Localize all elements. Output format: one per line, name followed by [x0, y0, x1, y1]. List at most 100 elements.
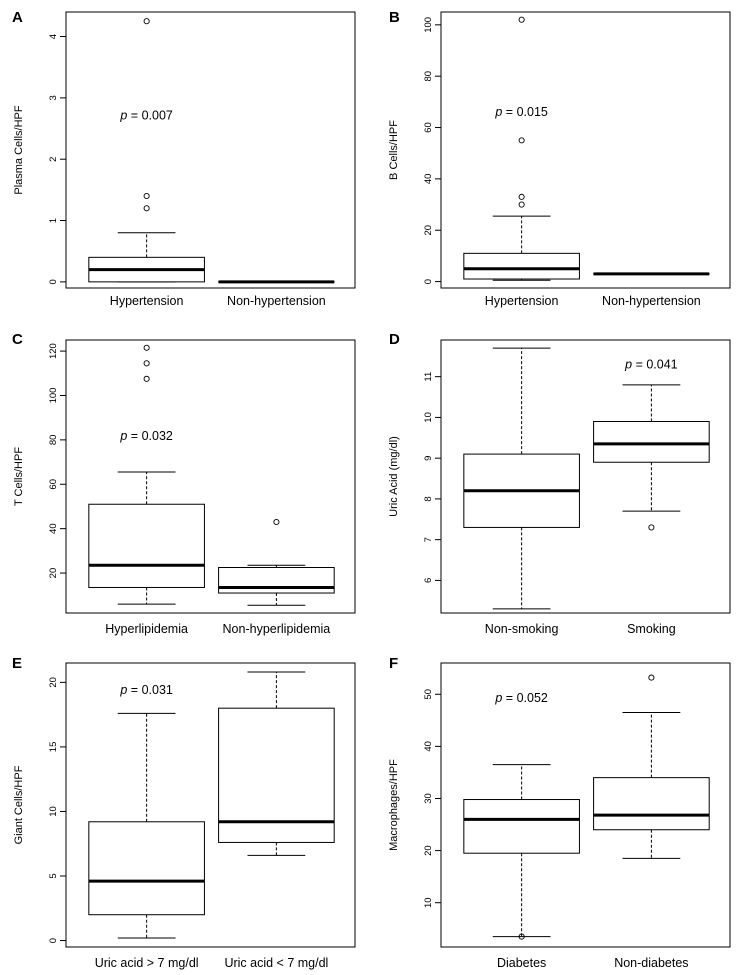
y-tick-label: 1 [48, 218, 59, 223]
y-tick-label: 0 [48, 938, 59, 943]
y-tick-label: 100 [423, 17, 434, 33]
p-value-annotation: p = 0.052 [494, 691, 548, 705]
box-1 [463, 764, 580, 940]
y-tick-label: 10 [48, 806, 59, 817]
outlier-point [518, 137, 525, 144]
y-tick-label: 20 [423, 225, 434, 236]
box-iqr [463, 799, 580, 854]
box-2 [218, 671, 335, 856]
outlier-point [143, 375, 150, 382]
y-tick-label: 9 [423, 456, 434, 461]
panel-letter: F [389, 655, 398, 672]
y-axis-title: Uric Acid (mg/dl) [388, 436, 400, 517]
y-tick-label: 100 [48, 388, 59, 404]
y-tick-label: 0 [48, 279, 59, 284]
box-1 [463, 347, 580, 610]
box-iqr [218, 707, 335, 843]
y-axis-title: Plasma Cells/HPF [13, 105, 25, 195]
box-iqr [593, 420, 710, 463]
y-tick-label: 20 [423, 845, 434, 856]
panel-d: D 6 7 8 9 10 11 Uric Acid (mg/dl) Non-smoking Smo… [388, 331, 731, 636]
plot-frame [65, 662, 356, 948]
panel-letter: D [389, 331, 400, 348]
x-category-label: Non-diabetes [614, 956, 688, 970]
p-value-annotation: p = 0.041 [624, 358, 678, 372]
plot-frame [440, 339, 731, 614]
y-tick-label: 60 [423, 122, 434, 133]
x-category-label: Diabetes [497, 956, 546, 970]
y-tick-label: 20 [48, 568, 59, 579]
box-iqr [88, 821, 205, 916]
x-category-label: Smoking [627, 622, 676, 636]
y-axis-title: Giant Cells/HPF [13, 765, 25, 844]
x-category-label: Non-hyperlipidemia [223, 622, 331, 636]
x-category-label: Uric acid > 7 mg/dl [95, 956, 199, 970]
y-tick-label: 120 [48, 343, 59, 359]
outlier-point [143, 18, 150, 25]
panel-c: C 20 40 60 80 100 120 T Cells/HPF Hyperlipidemia… [12, 331, 356, 636]
outlier-point [143, 205, 150, 212]
x-category-label: Hypertension [110, 294, 184, 308]
p-value-annotation: p = 0.032 [119, 429, 173, 443]
box-iqr [463, 252, 580, 280]
outlier-point [518, 16, 525, 23]
box-2 [218, 518, 335, 606]
x-category-label: Non-hypertension [227, 294, 326, 308]
y-tick-label: 10 [423, 897, 434, 908]
box-iqr [218, 567, 335, 594]
panel-b: B 0 20 40 60 80 100 B Cells/HPF Hypertension Non-… [388, 9, 731, 308]
y-axis-title: B Cells/HPF [388, 120, 400, 180]
y-tick-label: 3 [48, 95, 59, 100]
plot-frame [440, 662, 731, 948]
panel-a: A 0 1 2 3 4 Plasma Cells/HPF Hypertension Non-hy… [12, 9, 356, 308]
outlier-point [518, 933, 525, 940]
panel-letter: A [12, 9, 23, 26]
box-1 [88, 344, 205, 605]
panel-e: E 0 5 10 15 20 Giant Cells/HPF Uric acid > 7 mg… [12, 655, 356, 970]
box-2 [593, 384, 710, 531]
x-category-label: Hypertension [485, 294, 559, 308]
x-category-label: Uric acid < 7 mg/dl [224, 956, 328, 970]
box-iqr [593, 777, 710, 831]
panel-letter: E [12, 655, 22, 672]
y-tick-label: 15 [48, 742, 59, 753]
y-tick-label: 40 [423, 174, 434, 185]
outlier-point [518, 193, 525, 200]
y-tick-label: 0 [423, 279, 434, 284]
y-axis-title: Macrophages/HPF [388, 759, 400, 851]
outlier-point [143, 192, 150, 200]
y-tick-label: 10 [423, 412, 434, 423]
y-tick-label: 7 [423, 537, 434, 542]
plot-frame [65, 339, 356, 614]
outlier-point [143, 344, 150, 351]
y-tick-label: 20 [48, 677, 59, 688]
outlier-point [648, 674, 655, 681]
box-2 [593, 674, 710, 859]
y-tick-label: 50 [423, 689, 434, 700]
y-axis-title: T Cells/HPF [13, 447, 25, 506]
y-tick-label: 6 [423, 578, 434, 583]
outlier-point [143, 360, 150, 367]
x-category-label: Non-hypertension [602, 294, 701, 308]
y-tick-label: 11 [423, 372, 434, 382]
p-value-annotation: p = 0.007 [119, 108, 173, 122]
x-category-label: Non-smoking [485, 622, 559, 636]
y-tick-label: 30 [423, 793, 434, 804]
box-1 [88, 712, 205, 939]
box-iqr [88, 503, 205, 588]
p-value-annotation: p = 0.031 [119, 683, 173, 697]
outlier-point [518, 201, 525, 208]
box-1 [463, 16, 580, 281]
outlier-point [648, 524, 655, 531]
y-tick-label: 40 [423, 741, 434, 752]
y-tick-label: 8 [423, 496, 434, 501]
panel-f: F 10 20 30 40 50 Macrophages/HPF Diabetes Non-di… [388, 655, 731, 970]
outlier-point [273, 518, 280, 526]
panel-letter: B [389, 9, 400, 26]
y-tick-label: 60 [48, 479, 59, 490]
p-value-annotation: p = 0.015 [494, 105, 548, 119]
panel-letter: C [12, 331, 23, 348]
plot-frame [65, 11, 356, 289]
y-tick-label: 4 [48, 34, 59, 39]
